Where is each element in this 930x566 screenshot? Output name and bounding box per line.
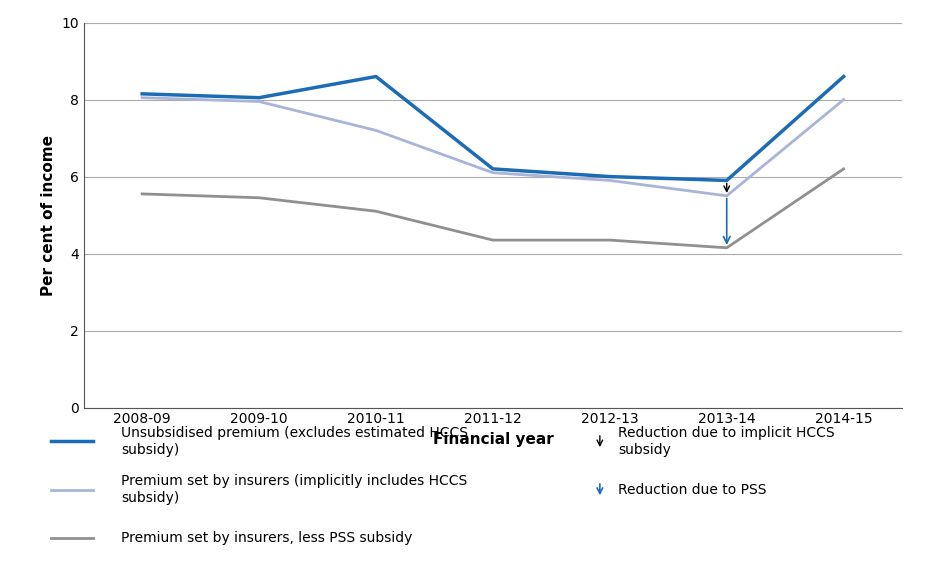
Text: Reduction due to implicit HCCS
subsidy: Reduction due to implicit HCCS subsidy (618, 426, 835, 457)
Text: Premium set by insurers (implicitly includes HCCS
subsidy): Premium set by insurers (implicitly incl… (121, 474, 467, 505)
Text: Premium set by insurers, less PSS subsidy: Premium set by insurers, less PSS subsid… (121, 531, 412, 544)
Y-axis label: Per cent of income: Per cent of income (41, 135, 56, 295)
X-axis label: Financial year: Financial year (432, 432, 553, 447)
Text: Reduction due to PSS: Reduction due to PSS (618, 483, 767, 496)
Text: Unsubsidised premium (excludes estimated HCCS
subsidy): Unsubsidised premium (excludes estimated… (121, 426, 468, 457)
